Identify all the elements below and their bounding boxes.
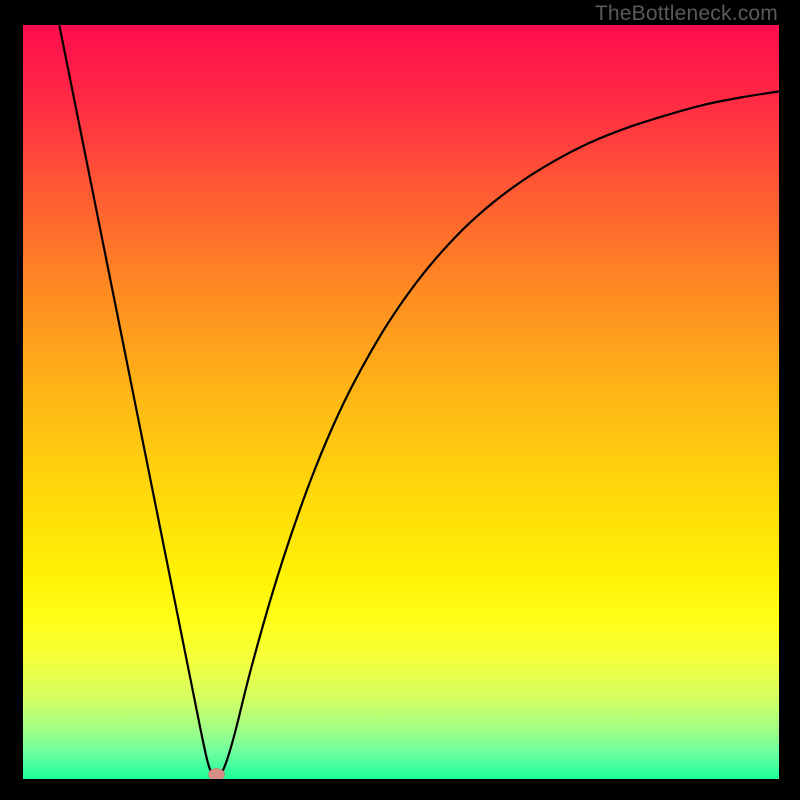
min-point-marker [209, 768, 225, 779]
watermark-text: TheBottleneck.com [595, 2, 778, 26]
chart-svg [23, 25, 779, 779]
gradient-background [23, 25, 779, 779]
chart-canvas: TheBottleneck.com [0, 0, 800, 800]
plot-area [23, 25, 779, 779]
